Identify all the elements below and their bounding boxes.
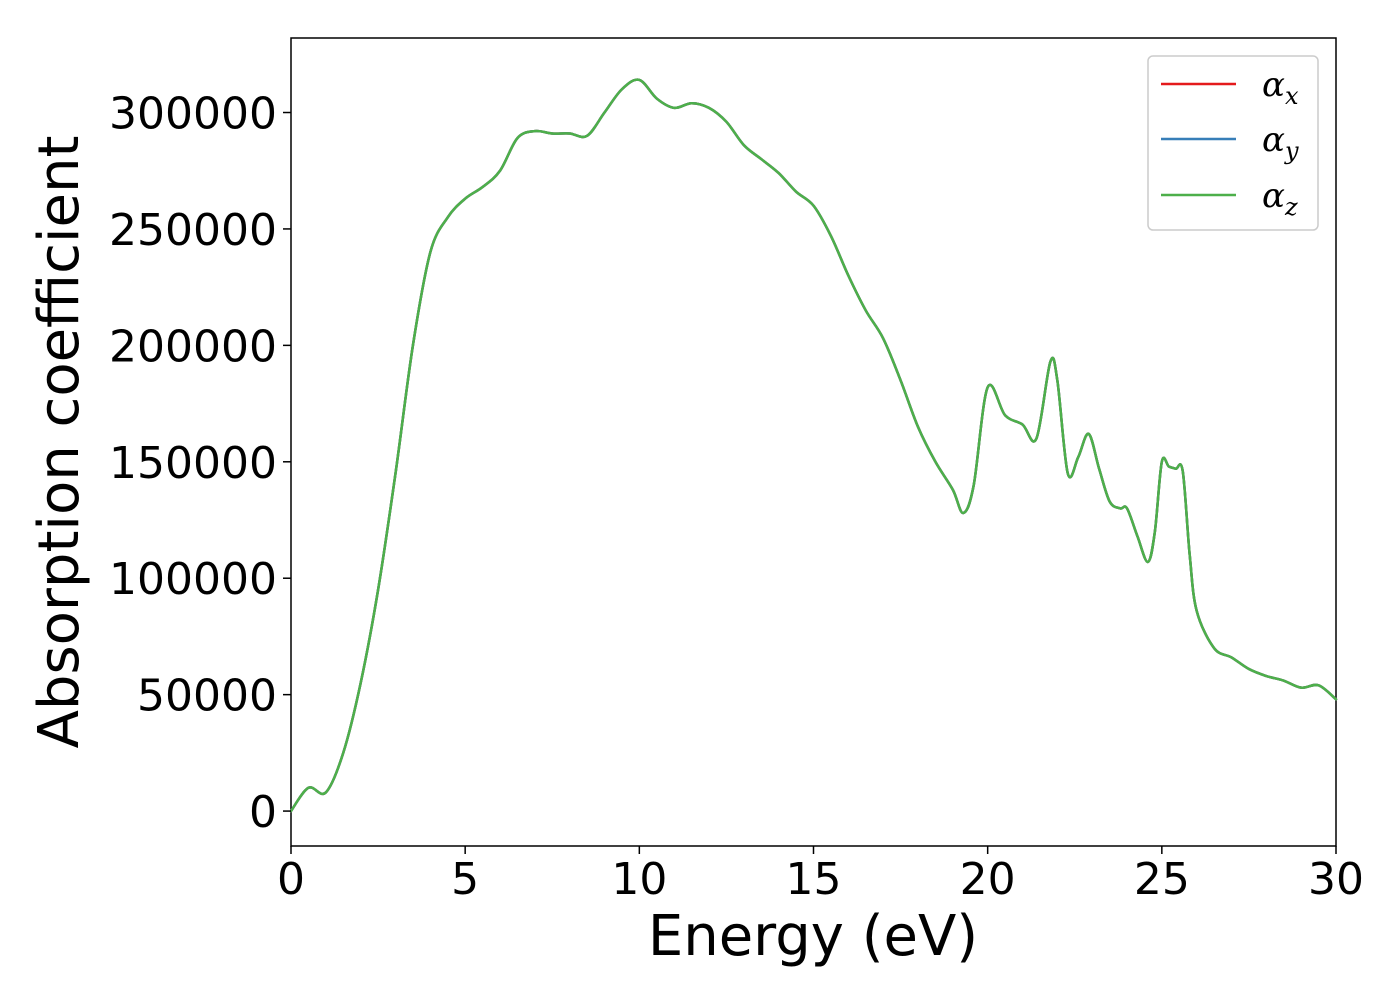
legend-label-base: α [1262,65,1285,105]
y-tick-label: 200000 [109,321,277,372]
y-tick-label: 250000 [109,205,277,256]
legend-label-base: α [1262,176,1285,216]
x-tick-label: 0 [277,854,305,905]
legend-box [1147,55,1319,231]
x-tick-label: 5 [451,854,479,905]
legend-label-y: αy [1262,120,1299,165]
legend-label-subscript: y [1284,137,1299,165]
y-axis-label: Absorption coefficient [27,136,92,749]
legend-label-x: αx [1262,65,1299,110]
series-line-αz [289,78,1338,813]
y-tick-label: 100000 [109,554,277,605]
series-layer [289,78,1338,813]
y-tick-label: 300000 [109,89,277,140]
y-tick-label: 50000 [137,671,277,722]
x-tick-label: 30 [1308,854,1364,905]
legend-label-subscript: x [1285,82,1299,110]
y-tick-label: 0 [249,787,277,838]
legend-label-subscript: z [1284,193,1298,221]
legend-label-z: αz [1262,176,1298,221]
x-axis-ticks: 0 5 10 15 20 25 30 [277,846,1364,905]
x-tick-label: 10 [611,854,667,905]
y-axis-ticks: 0 50000 100000 150000 200000 250000 300000 [109,89,291,838]
y-tick-label: 150000 [109,438,277,489]
x-axis-label: Energy (eV) [648,904,978,969]
x-tick-label: 20 [960,854,1016,905]
x-tick-label: 25 [1134,854,1190,905]
legend-label-base: α [1262,120,1285,160]
x-tick-label: 15 [786,854,842,905]
